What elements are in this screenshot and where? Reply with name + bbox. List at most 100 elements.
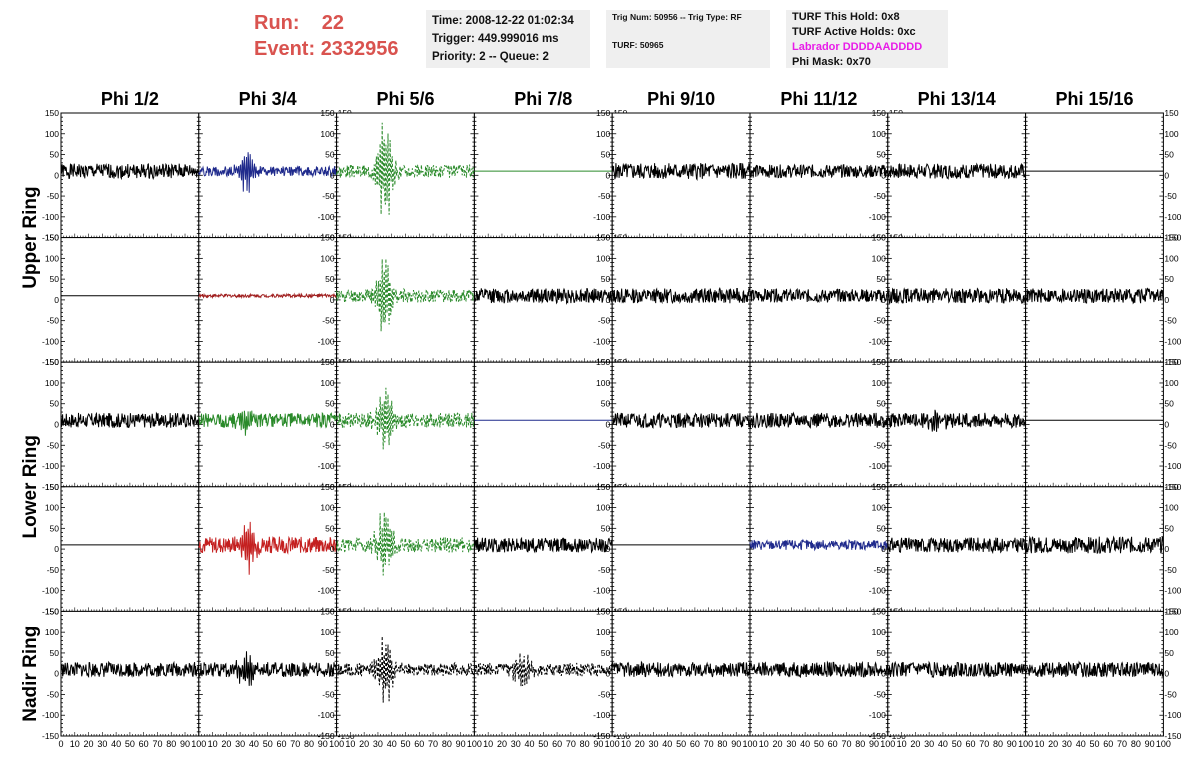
y-tick-label: 150	[872, 482, 886, 492]
labrador-text: Labrador DDDDAADDDD	[792, 41, 923, 53]
panel-frame	[749, 486, 889, 612]
y-tick-label: 0	[54, 669, 59, 679]
x-tick-label: 30	[373, 739, 383, 749]
y-tick-label: -50	[322, 565, 335, 575]
y-tick-label: 100	[320, 129, 334, 139]
x-tick-label: 10	[1034, 739, 1044, 749]
y-tick-label: 100	[1164, 503, 1178, 513]
y-tick-label: 150	[320, 482, 334, 492]
y-tick-label: 150	[1164, 482, 1178, 492]
y-tick-label: 150	[45, 606, 59, 616]
waveform-trace	[198, 651, 338, 686]
x-tick-label: 10	[897, 739, 907, 749]
waveform-trace	[473, 287, 613, 306]
y-tick-label: 0	[605, 420, 610, 430]
y-tick-label: 50	[1164, 523, 1174, 533]
y-tick-label: -100	[318, 336, 335, 346]
y-tick-label: 50	[325, 523, 335, 533]
y-tick-label: -150	[1164, 606, 1181, 616]
trigger-text: Trigger: 449.999016 ms	[432, 33, 559, 45]
y-tick-label: 0	[605, 669, 610, 679]
x-tick-label: 50	[1089, 739, 1099, 749]
x-tick-label: 50	[952, 739, 962, 749]
y-tick-label: 0	[1164, 295, 1169, 305]
y-tick-label: -50	[874, 689, 887, 699]
y-tick-label: 0	[54, 544, 59, 554]
column-header: Phi 5/6	[376, 89, 434, 109]
y-tick-label: -150	[1164, 357, 1181, 367]
y-tick-label: 150	[320, 233, 334, 243]
y-tick-label: -100	[42, 212, 59, 222]
x-tick-label: 60	[552, 739, 562, 749]
x-tick-label: 100	[467, 739, 482, 749]
y-tick-label: -100	[318, 710, 335, 720]
y-tick-label: 0	[330, 295, 335, 305]
y-tick-label: -100	[593, 710, 610, 720]
waveform-trace	[198, 521, 338, 575]
panel-frame	[60, 237, 200, 363]
y-tick-label: 50	[601, 399, 611, 409]
x-tick-label: 80	[304, 739, 314, 749]
y-tick-label: 150	[596, 108, 610, 118]
x-tick-label: 80	[717, 739, 727, 749]
y-tick-label: -100	[869, 586, 886, 596]
y-tick-label: -100	[318, 212, 335, 222]
y-tick-label: 0	[605, 170, 610, 180]
y-tick-label: -100	[1164, 212, 1181, 222]
y-tick-label: -100	[869, 336, 886, 346]
panel-frame	[60, 486, 200, 612]
y-tick-label: 0	[881, 170, 886, 180]
y-tick-label: -100	[593, 586, 610, 596]
panel-frame	[1025, 361, 1164, 488]
trig-num-text: Trig Num: 50956 -- Trig Type: RF	[612, 12, 742, 22]
y-tick-label: -100	[869, 710, 886, 720]
y-tick-label: -100	[42, 710, 59, 720]
turf-hold-text: TURF This Hold: 0x8	[792, 11, 900, 23]
x-tick-label: 70	[566, 739, 576, 749]
panel-frame	[336, 610, 475, 737]
y-tick-label: 150	[45, 357, 59, 367]
event-value: 2332956	[320, 38, 399, 60]
y-tick-label: 0	[330, 420, 335, 430]
y-tick-label: -50	[874, 565, 887, 575]
y-tick-label: 150	[1164, 233, 1178, 243]
y-tick-label: 50	[876, 399, 886, 409]
y-tick-label: -100	[42, 336, 59, 346]
y-tick-label: 100	[320, 627, 334, 637]
y-tick-label: 100	[872, 627, 886, 637]
x-tick-label: 10	[345, 739, 355, 749]
y-tick-label: 100	[45, 378, 59, 388]
x-tick-label: 50	[814, 739, 824, 749]
y-tick-label: -50	[47, 565, 60, 575]
y-tick-label: 100	[1164, 378, 1178, 388]
y-tick-label: -150	[593, 731, 610, 741]
y-tick-label: 150	[320, 606, 334, 616]
y-tick-label: 50	[50, 150, 60, 160]
y-tick-label: 150	[1164, 108, 1178, 118]
x-tick-label: 20	[910, 739, 920, 749]
waveform-trace	[887, 162, 1027, 180]
y-tick-label: -100	[1164, 586, 1181, 596]
event-line: Event: 2332956	[254, 36, 399, 62]
waveform-trace	[198, 292, 338, 300]
x-tick-label: 10	[483, 739, 493, 749]
y-tick-label: 100	[596, 503, 610, 513]
y-tick-label: -150	[1164, 482, 1181, 492]
y-tick-label: 150	[596, 482, 610, 492]
y-tick-label: 150	[320, 357, 334, 367]
waveform-trace	[611, 286, 751, 305]
x-tick-label: 70	[152, 739, 162, 749]
y-tick-label: 100	[320, 503, 334, 513]
y-tick-label: 0	[54, 420, 59, 430]
panel-frame	[1025, 112, 1164, 239]
y-tick-label: -50	[598, 316, 611, 326]
y-tick-label: -150	[42, 482, 59, 492]
y-tick-label: -50	[874, 316, 887, 326]
panel-frame	[887, 361, 1027, 488]
waveform-trace	[1025, 287, 1164, 305]
column-header: Phi 13/14	[918, 89, 996, 109]
y-tick-label: -50	[1164, 316, 1177, 326]
x-tick-label: 50	[538, 739, 548, 749]
x-tick-label: 40	[111, 739, 121, 749]
